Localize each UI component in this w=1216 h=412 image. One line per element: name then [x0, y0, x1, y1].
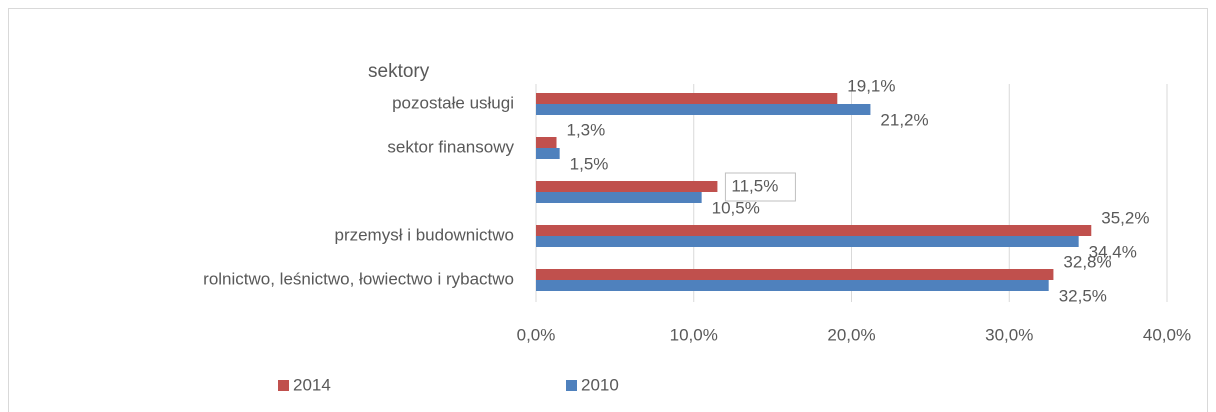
x-tick-label: 20,0% [827, 325, 875, 344]
bar [536, 104, 871, 115]
y-tick-label: pozostałe usługi [392, 93, 514, 112]
y-tick-label: sektor finansowy [387, 137, 514, 156]
data-label: 19,1% [847, 76, 895, 95]
data-label-box [724, 172, 796, 202]
legend-swatch [566, 380, 577, 391]
data-label: 32,5% [1059, 286, 1107, 305]
bar [536, 137, 557, 148]
bar [536, 236, 1079, 247]
bar [536, 269, 1054, 280]
x-tick-label: 0,0% [517, 325, 556, 344]
y-tick-label: przemysł i budownictwo [334, 225, 514, 244]
bar [536, 93, 838, 104]
data-label: 1,5% [570, 154, 609, 173]
x-tick-label: 30,0% [985, 325, 1033, 344]
data-label: 10,5% [712, 198, 760, 217]
legend-label: 2010 [581, 375, 619, 394]
legend-label: 2014 [293, 375, 331, 394]
chart-title: sektory [368, 61, 430, 82]
data-label: 11,5% [731, 176, 778, 195]
legend-swatch [278, 380, 289, 391]
x-tick-label: 10,0% [670, 325, 718, 344]
data-label: 32,8% [1063, 252, 1111, 271]
data-label: 1,3% [567, 120, 606, 139]
data-label: 35,2% [1101, 208, 1149, 227]
chart-border [8, 8, 1208, 412]
data-label: 21,2% [880, 110, 928, 129]
bar [536, 280, 1049, 291]
bar [536, 148, 560, 159]
bar [536, 192, 702, 203]
y-tick-label: rolnictwo, leśnictwo, łowiectwo i rybact… [203, 269, 514, 288]
x-tick-label: 40,0% [1143, 325, 1191, 344]
bar [536, 181, 718, 192]
data-label: 34,4% [1089, 242, 1137, 261]
bar [536, 225, 1092, 236]
